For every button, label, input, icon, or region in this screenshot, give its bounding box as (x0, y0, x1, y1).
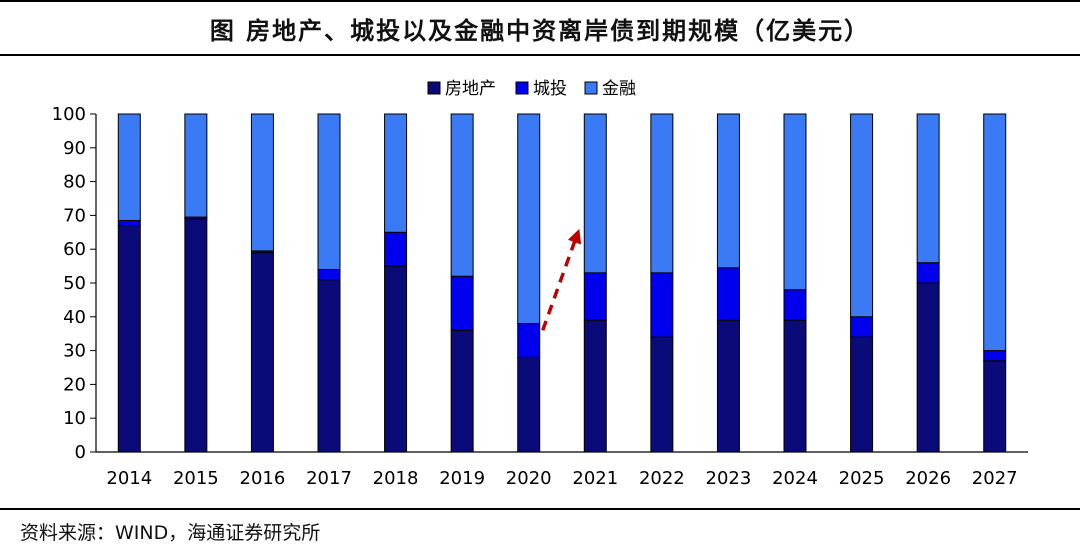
bar-finance-2024 (783, 113, 807, 291)
bar-finance-2023 (716, 113, 740, 269)
x-tick-label: 2018 (373, 468, 419, 489)
bar-chengtou-2018 (384, 231, 408, 267)
chart-title: 图 房地产、城投以及金融中资离岸债到期规模（亿美元） (209, 16, 871, 45)
bar-finance-2015 (184, 113, 208, 218)
x-tick-label: 2016 (240, 468, 286, 489)
bar-chengtou-2027 (983, 350, 1007, 362)
source-bar: 资料来源：WIND，海通证券研究所 (0, 508, 1080, 550)
bar-real-estate-2017 (317, 279, 341, 453)
bar-chengtou-2020 (517, 323, 541, 358)
y-tick-label: 60 (63, 239, 86, 260)
bar-real-estate-2022 (650, 336, 674, 453)
bar-real-estate-2026 (916, 282, 940, 453)
y-tick-label: 70 (63, 205, 86, 226)
bar-finance-2018 (384, 113, 408, 233)
trend-arrow-head (567, 228, 582, 245)
bar-real-estate-2023 (716, 319, 740, 453)
bar-finance-2022 (650, 113, 674, 274)
chart-area: 0 10 20 30 40 50 60 70 80 90 100 2014 2015 2016 2017 20… (52, 79, 1028, 489)
bar-chengtou-2023 (716, 267, 740, 321)
bar-chengtou-2014 (117, 219, 141, 227)
x-tick-label: 2027 (972, 468, 1018, 489)
bar-finance-2019 (450, 113, 474, 277)
bar-finance-2017 (317, 113, 341, 270)
bar-real-estate-2014 (117, 225, 141, 453)
bar-real-estate-2027 (983, 360, 1007, 453)
bar-real-estate-2024 (783, 319, 807, 453)
legend-label-chengtou: 城投 (533, 79, 567, 99)
legend-swatch-finance (584, 81, 598, 95)
bar-chengtou-2017 (317, 268, 341, 281)
y-tick-label: 80 (63, 172, 86, 193)
y-tick-label: 0 (75, 442, 86, 463)
x-tick-label: 2024 (772, 468, 818, 489)
bar-finance-2021 (583, 113, 607, 274)
bar-chengtou-2021 (583, 272, 607, 321)
x-tick-label: 2026 (905, 468, 951, 489)
bar-chengtou-2022 (650, 272, 674, 338)
bar-finance-2020 (517, 113, 541, 325)
x-tick-label: 2023 (706, 468, 752, 489)
y-tick-label: 90 (63, 138, 86, 159)
bar-real-estate-2018 (384, 265, 408, 453)
bar-real-estate-2025 (850, 336, 874, 453)
bar-real-estate-2016 (250, 252, 274, 453)
y-tick-label: 10 (63, 408, 86, 429)
bar-real-estate-2020 (517, 356, 541, 453)
bar-finance-2016 (250, 113, 274, 252)
x-tick-label: 2025 (839, 468, 885, 489)
bar-real-estate-2015 (184, 218, 208, 453)
bar-finance-2014 (117, 113, 141, 221)
bar-real-estate-2021 (583, 319, 607, 453)
y-tick-label: 100 (52, 104, 86, 125)
bar-chengtou-2025 (850, 316, 874, 338)
bar-finance-2025 (850, 113, 874, 318)
legend-label-real-estate: 房地产 (445, 79, 496, 99)
legend-label-finance: 金融 (602, 79, 636, 99)
legend-swatch-real-estate (427, 81, 441, 95)
bar-finance-2027 (983, 113, 1007, 352)
y-tick-label: 20 (63, 374, 86, 395)
x-tick-label: 2015 (173, 468, 219, 489)
x-tick-label: 2017 (306, 468, 352, 489)
x-tick-label: 2019 (439, 468, 485, 489)
legend-swatch-chengtou (515, 81, 529, 95)
y-tick-label: 40 (63, 307, 86, 328)
y-tick-label: 30 (63, 341, 86, 362)
x-tick-label: 2021 (572, 468, 618, 489)
bar-chengtou-2026 (916, 262, 940, 284)
bar-chengtou-2019 (450, 275, 474, 331)
x-tick-label: 2020 (506, 468, 552, 489)
bar-real-estate-2019 (450, 329, 474, 453)
trend-arrow-line (541, 236, 578, 331)
x-tick-label: 2014 (106, 468, 152, 489)
bar-chengtou-2024 (783, 289, 807, 321)
x-tick-label: 2022 (639, 468, 685, 489)
y-tick-label: 50 (63, 273, 86, 294)
title-bar: 图 房地产、城投以及金融中资离岸债到期规模（亿美元） (0, 0, 1080, 56)
source-note: 资料来源：WIND，海通证券研究所 (20, 522, 321, 544)
bar-finance-2026 (916, 113, 940, 264)
